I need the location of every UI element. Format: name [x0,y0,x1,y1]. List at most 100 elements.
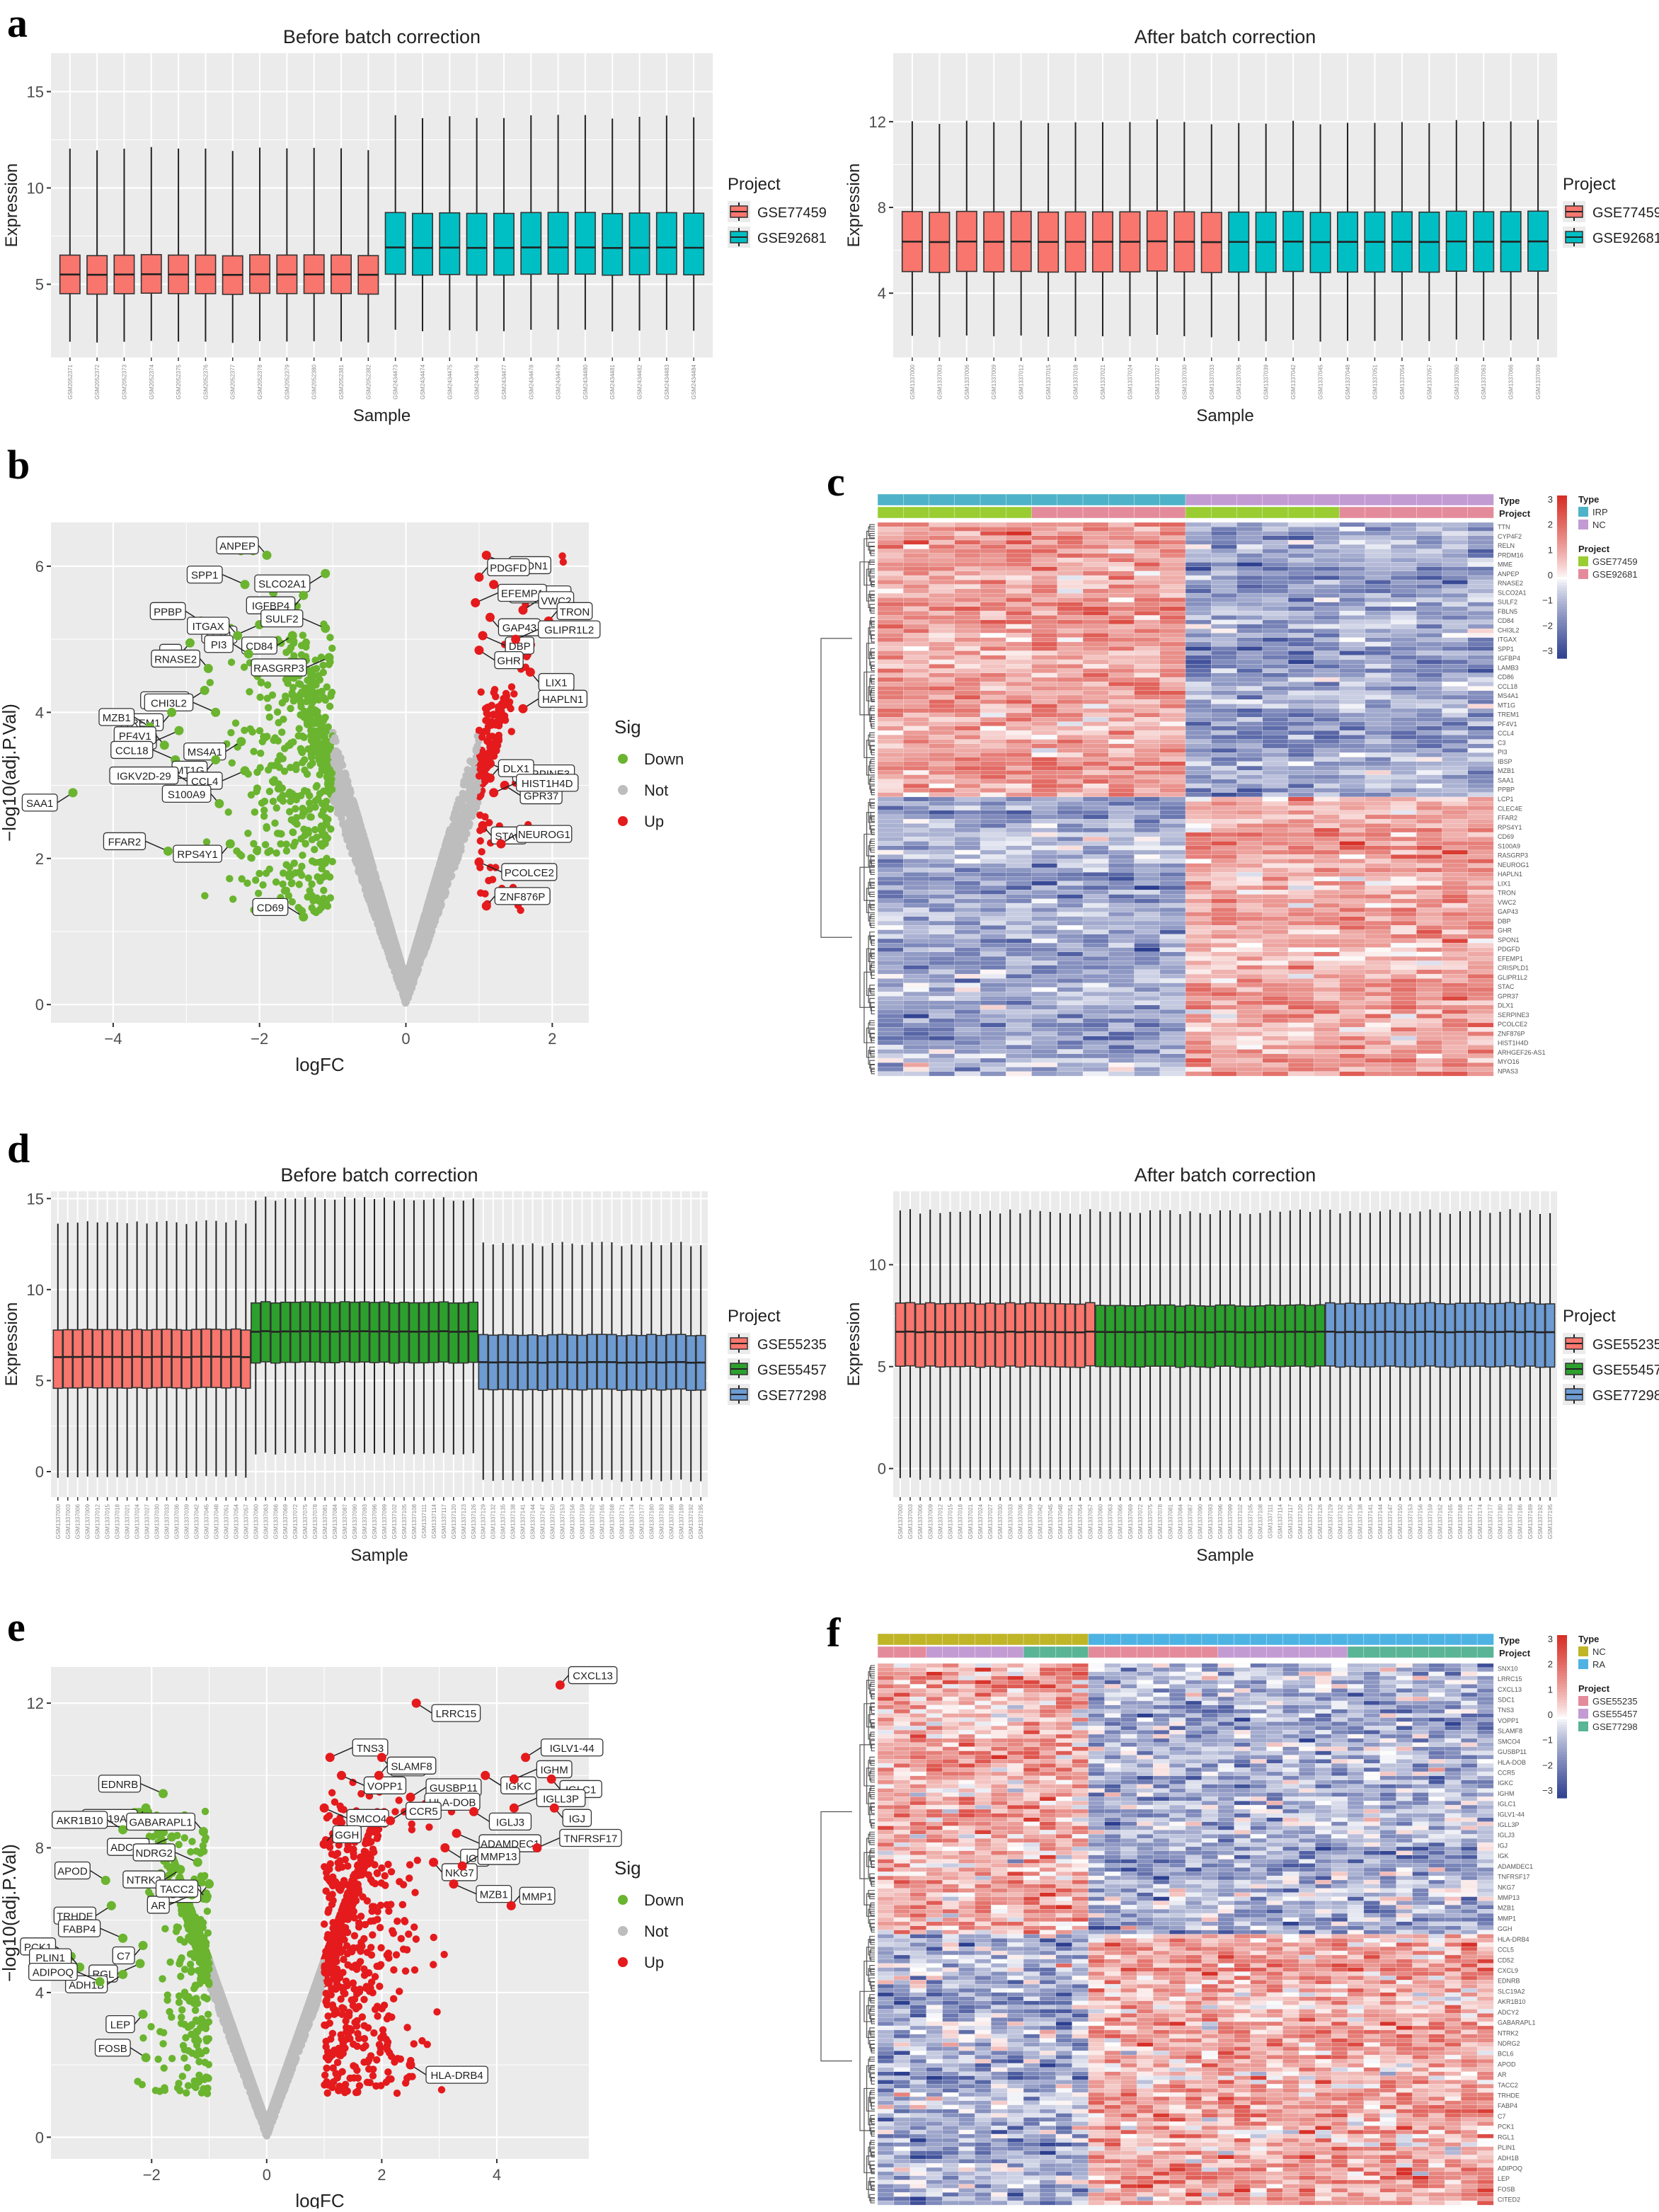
heatmap-cell [1468,704,1494,709]
heatmap-cell [1365,633,1391,638]
heatmap-cell [903,660,929,665]
heatmap-cell [1340,691,1366,696]
heatmap-cell [1468,629,1494,634]
heatmap-cell [1032,629,1058,634]
heatmap-cell [1057,633,1084,638]
heatmap-cell [1108,646,1135,651]
x-tick-label: GSM2052380 [311,364,318,399]
heatmap-cell [1160,744,1186,749]
heatmap-cell [1468,575,1494,580]
heatmap-cell [1160,699,1186,704]
heatmap-cell [1416,615,1442,620]
heatmap-cell [1340,527,1366,532]
heatmap-cell [1135,717,1161,722]
heatmap-cell [1442,682,1469,687]
point-up [495,735,503,742]
heatmap-cell [1263,744,1289,749]
heatmap-cell [1442,673,1469,678]
point-up [489,580,498,589]
heatmap-cell [929,620,955,625]
heatmap-cell [1314,522,1340,527]
heatmap-cell [1237,580,1263,585]
heatmap-cell [878,757,904,762]
heatmap-cell [1314,615,1340,620]
heatmap-cell [1442,722,1469,727]
heatmap-cell [1006,540,1032,545]
heatmap-cell [1468,558,1494,563]
heatmap-cell [878,585,904,590]
heatmap-cell [1160,735,1186,740]
heatmap-cell [878,567,904,572]
heatmap-cell [1135,660,1161,665]
heatmap-cell [1416,709,1442,714]
heatmap-cell [1006,735,1032,740]
heatmap-cell [955,544,981,549]
heatmap-cell [1006,699,1032,704]
heatmap-cell [1263,554,1289,558]
heatmap-cell [1057,695,1084,700]
heatmap-cell [929,726,955,731]
heatmap-cell [1314,602,1340,607]
point-down [263,869,270,876]
heatmap-cell [1314,699,1340,704]
heatmap-cell [1211,638,1237,643]
heatmap-cell [1135,638,1161,643]
heatmap-cell [1468,540,1494,545]
heatmap-cell [1442,593,1469,598]
x-tick-label: GSM2434484 [691,364,697,399]
heatmap-cell [1416,585,1442,590]
heatmap-cell [1083,717,1109,722]
x-tick-label: GSM2434478 [528,364,534,399]
heatmap-cell [1006,536,1032,541]
heatmap-cell [1211,585,1237,590]
heatmap-cell [1365,624,1391,629]
point-up [478,631,488,640]
heatmap-cell [1314,748,1340,753]
heatmap-cell [1211,607,1237,612]
heatmap-cell [1365,554,1391,558]
heatmap-cell [1416,532,1442,537]
heatmap-cell [1211,709,1237,714]
heatmap-cell [929,717,955,722]
heatmap-cell [980,735,1006,740]
heatmap-cell [1263,664,1289,669]
heatmap-cell [1108,730,1135,735]
heatmap-cell [955,589,981,594]
heatmap-cell [903,722,929,727]
heatmap-cell [980,615,1006,620]
annot-type-cell [1442,494,1469,505]
heatmap-cell [1186,730,1212,735]
heatmap-cell [1083,615,1109,620]
heatmap-cell [1135,726,1161,731]
heatmap-cell [1442,748,1469,753]
heatmap-cell [1314,682,1340,687]
heatmap-cell [903,677,929,682]
y-tick-label: 4 [878,285,886,302]
heatmap-cell [1468,544,1494,549]
heatmap-cell [1468,726,1494,731]
heatmap-cell [1468,748,1494,753]
point-down [297,711,304,718]
heatmap-cell [1416,575,1442,580]
heatmap-cell [1263,660,1289,665]
point-down [261,798,268,805]
heatmap-cell [1365,704,1391,709]
heatmap-cell [1135,673,1161,678]
heatmap-cell [1416,549,1442,554]
heatmap-cell [980,709,1006,714]
point-down [295,732,302,739]
heatmap-cell [1135,691,1161,696]
heatmap-cell [929,752,955,757]
heatmap-cell [1340,704,1366,709]
point-down [280,869,287,876]
heatmap-cell [1314,593,1340,598]
heatmap-cell [1288,544,1314,549]
box-GSE92681 [413,214,432,275]
heatmap-cell [878,695,904,700]
point-down [327,743,334,750]
point-down [211,708,220,717]
heatmap-cell [1135,740,1161,745]
heatmap-cell [1340,562,1366,567]
heatmap-cell [1032,699,1058,704]
heatmap-cell [1032,571,1058,576]
